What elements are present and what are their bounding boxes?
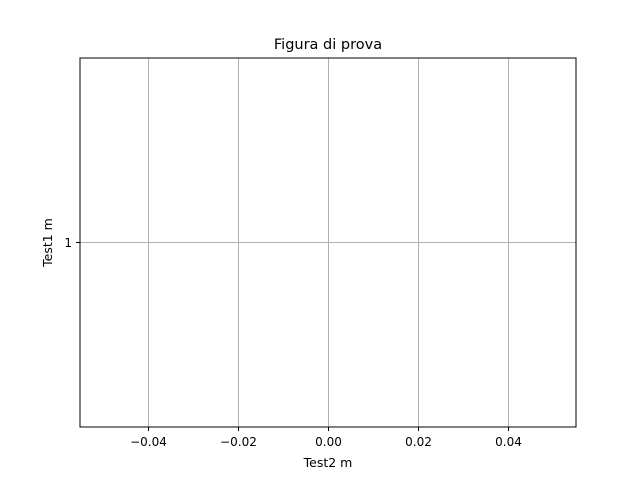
grid-layer xyxy=(80,58,576,427)
ticks-layer: −0.04 −0.02 0.00 0.02 0.04 1 xyxy=(64,236,522,449)
x-tick-label: −0.04 xyxy=(130,435,167,449)
x-tick-label: −0.02 xyxy=(220,435,257,449)
x-tick-label: 0.00 xyxy=(315,435,342,449)
y-axis-label: Test1 m xyxy=(40,218,55,268)
x-tick-label: 0.04 xyxy=(495,435,522,449)
x-axis-label: Test2 m xyxy=(303,455,353,470)
y-tick-label: 1 xyxy=(64,236,72,250)
chart-title: Figura di prova xyxy=(274,37,382,53)
x-tick-label: 0.02 xyxy=(405,435,432,449)
